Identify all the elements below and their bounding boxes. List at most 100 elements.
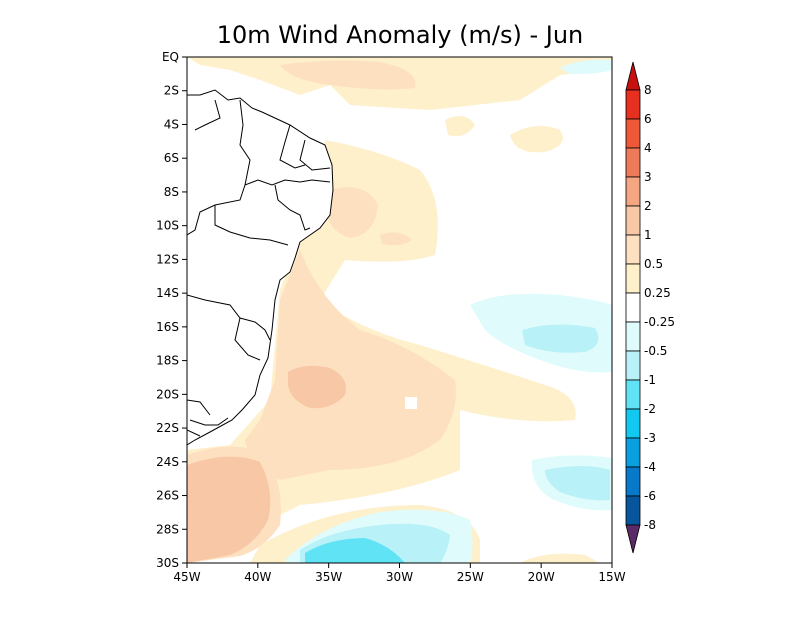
north-east-patch <box>510 126 563 153</box>
land-mass <box>187 57 333 445</box>
y-tick: 8S <box>164 185 187 199</box>
y-tick-label: 28S <box>156 522 179 536</box>
colorbar-label: 0.5 <box>644 257 663 271</box>
colorbar-label: -0.25 <box>644 315 675 329</box>
colorbar-label: 1 <box>644 228 652 242</box>
state-borders <box>187 99 331 437</box>
x-tick: 15W <box>598 563 626 584</box>
central-shaded-region <box>245 250 456 480</box>
x-tick-label: 35W <box>315 570 342 584</box>
east-coast-patch <box>325 187 378 238</box>
y-tick: 26S <box>156 489 187 503</box>
x-tick: 45W <box>173 563 201 584</box>
y-tick-label: 26S <box>156 489 179 503</box>
colorbar-label: -2 <box>644 402 656 416</box>
y-tick: 6S <box>164 151 187 165</box>
y-tick-label: 18S <box>156 354 179 368</box>
x-tick-label: 15W <box>598 570 625 584</box>
y-tick: 14S <box>156 286 187 300</box>
y-tick: 20S <box>156 387 187 401</box>
colorbar-label: -4 <box>644 460 656 474</box>
y-tick-label: 2S <box>164 84 179 98</box>
map-axes: 45W 40W 35W 30W 25W 20W 15W EQ 2S 4S 6S 8S 10S 12S 14S… <box>156 50 626 584</box>
y-tick: 28S <box>156 522 187 536</box>
x-tick-label: 25W <box>457 570 484 584</box>
colorbar-swatch <box>625 147 641 178</box>
y-tick-label: 22S <box>156 421 179 435</box>
colorbar-swatch <box>625 176 641 207</box>
y-tick-label: 8S <box>164 185 179 199</box>
x-tick-label: 45W <box>173 570 200 584</box>
east-coast-small-patch <box>380 232 412 246</box>
y-tick-label: 20S <box>156 387 179 401</box>
x-tick: 35W <box>315 563 342 584</box>
colorbar-swatch <box>625 118 641 149</box>
colorbar-swatch <box>625 437 641 468</box>
northeast-negative-patch <box>560 59 612 75</box>
colorbar-label: 3 <box>644 170 652 184</box>
north-east-blob <box>445 116 475 137</box>
y-tick: 16S <box>156 320 187 334</box>
colorbar-swatch <box>625 321 641 352</box>
y-tick-label: 10S <box>156 219 179 233</box>
y-tick-label: 12S <box>156 252 179 266</box>
y-tick-label: 16S <box>156 320 179 334</box>
southeast-negative-core <box>545 466 610 501</box>
y-tick-label: EQ <box>162 50 179 64</box>
central-core <box>288 365 346 409</box>
colorbar: 8 6 4 3 2 1 0.5 0.25 -0.25 -0.5 -1 -2 -3 -4 -6 -8 <box>625 61 675 554</box>
y-tick: 24S <box>156 455 187 469</box>
y-tick-label: 14S <box>156 286 179 300</box>
colorbar-label: 4 <box>644 141 652 155</box>
southeast-positive-band <box>520 553 600 563</box>
colorbar-label: -8 <box>644 518 656 532</box>
x-tick: 40W <box>244 563 272 584</box>
x-tick-label: 40W <box>244 570 271 584</box>
y-tick: 2S <box>164 84 187 98</box>
x-tick: 30W <box>386 563 413 584</box>
colorbar-label: -0.5 <box>644 344 667 358</box>
y-tick: EQ <box>162 50 187 64</box>
colorbar-swatch <box>625 205 641 236</box>
map-field <box>187 57 612 563</box>
colorbar-swatch <box>625 350 641 381</box>
y-tick: 10S <box>156 219 187 233</box>
colorbar-swatch <box>625 495 641 526</box>
colorbar-label: 0.25 <box>644 286 671 300</box>
north-shaded-patch <box>280 60 416 90</box>
white-gap-pixel <box>405 397 417 409</box>
y-tick-label: 6S <box>164 151 179 165</box>
south-deepest-core <box>305 538 405 563</box>
colorbar-swatch <box>625 89 641 120</box>
colorbar-label: -3 <box>644 431 656 445</box>
east-negative-core <box>522 324 599 353</box>
colorbar-swatch <box>625 466 641 497</box>
colorbar-label: -1 <box>644 373 656 387</box>
y-tick-label: 24S <box>156 455 179 469</box>
y-tick: 30S <box>156 556 187 570</box>
y-tick-label: 30S <box>156 556 179 570</box>
y-tick: 18S <box>156 354 187 368</box>
colorbar-swatch <box>625 379 641 410</box>
colorbar-swatch <box>625 408 641 439</box>
southwest-corner-core <box>187 456 271 563</box>
colorbar-label: 6 <box>644 112 652 126</box>
x-tick: 20W <box>528 563 555 584</box>
colorbar-label: -6 <box>644 489 656 503</box>
y-tick: 22S <box>156 421 187 435</box>
colorbar-swatch <box>625 234 641 265</box>
colorbar-over-triangle <box>625 61 641 91</box>
y-tick-label: 4S <box>164 117 179 131</box>
colorbar-label: 2 <box>644 199 652 213</box>
coastline <box>187 89 334 446</box>
colorbar-under-triangle <box>625 524 641 554</box>
colorbar-swatch <box>625 263 641 294</box>
colorbar-label: 8 <box>644 83 652 97</box>
x-tick: 25W <box>457 563 484 584</box>
x-tick-label: 20W <box>528 570 555 584</box>
y-tick: 4S <box>164 117 187 131</box>
map-title: 10m Wind Anomaly (m/s) - Jun <box>217 21 584 49</box>
x-tick-label: 30W <box>386 570 413 584</box>
y-tick: 12S <box>156 252 187 266</box>
